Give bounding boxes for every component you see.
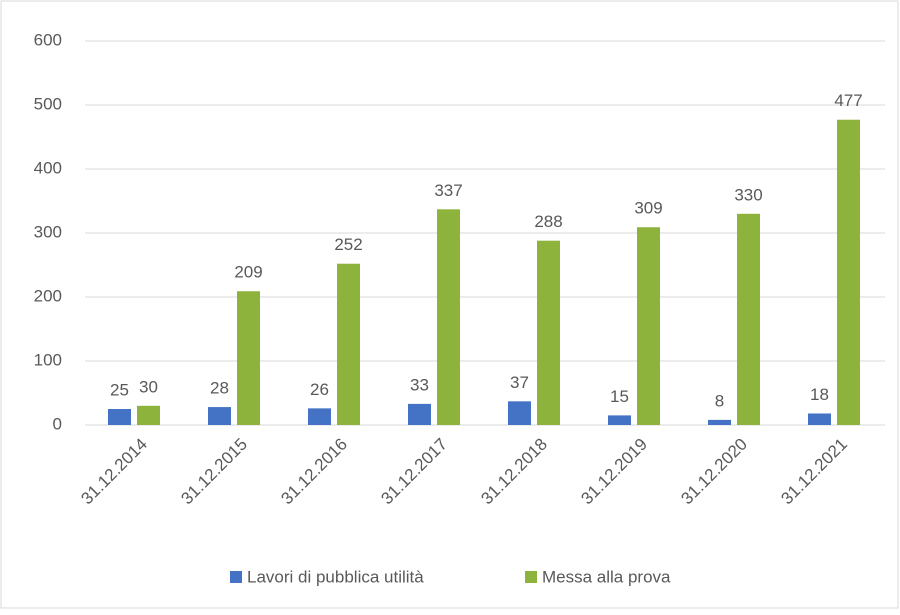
data-label: 25 [110,380,129,399]
data-label: 252 [334,235,362,254]
bar [337,263,360,425]
data-label: 337 [434,181,462,200]
y-tick-label: 400 [34,158,62,177]
y-tick-label: 600 [34,30,62,49]
data-label: 28 [210,379,229,398]
bar [137,405,160,425]
data-label: 37 [510,373,529,392]
legend-label: Messa alla prova [542,567,671,586]
bar [808,413,831,425]
legend-label: Lavori di pubblica utilità [247,567,424,586]
bar [208,407,231,425]
bar [437,209,460,425]
bar [408,403,431,425]
bar [308,408,331,425]
data-label: 477 [834,91,862,110]
bar [637,227,660,425]
data-label: 209 [234,263,262,282]
data-label: 15 [610,387,629,406]
data-label: 8 [715,391,724,410]
data-label: 26 [310,380,329,399]
legend-swatch [525,571,537,583]
bar [237,291,260,425]
y-tick-label: 0 [53,414,62,433]
bar [708,419,731,425]
data-label: 30 [139,377,158,396]
y-tick-label: 100 [34,350,62,369]
y-tick-label: 300 [34,222,62,241]
bar [508,401,531,425]
bar [108,409,131,425]
bar [837,119,860,425]
data-label: 33 [410,375,429,394]
legend-swatch [230,571,242,583]
bar [608,415,631,425]
data-label: 309 [634,199,662,218]
bar [537,240,560,425]
y-tick-label: 500 [34,94,62,113]
data-label: 288 [534,212,562,231]
y-tick-label: 200 [34,286,62,305]
data-label: 330 [734,185,762,204]
data-label: 18 [810,385,829,404]
bar [737,213,760,425]
